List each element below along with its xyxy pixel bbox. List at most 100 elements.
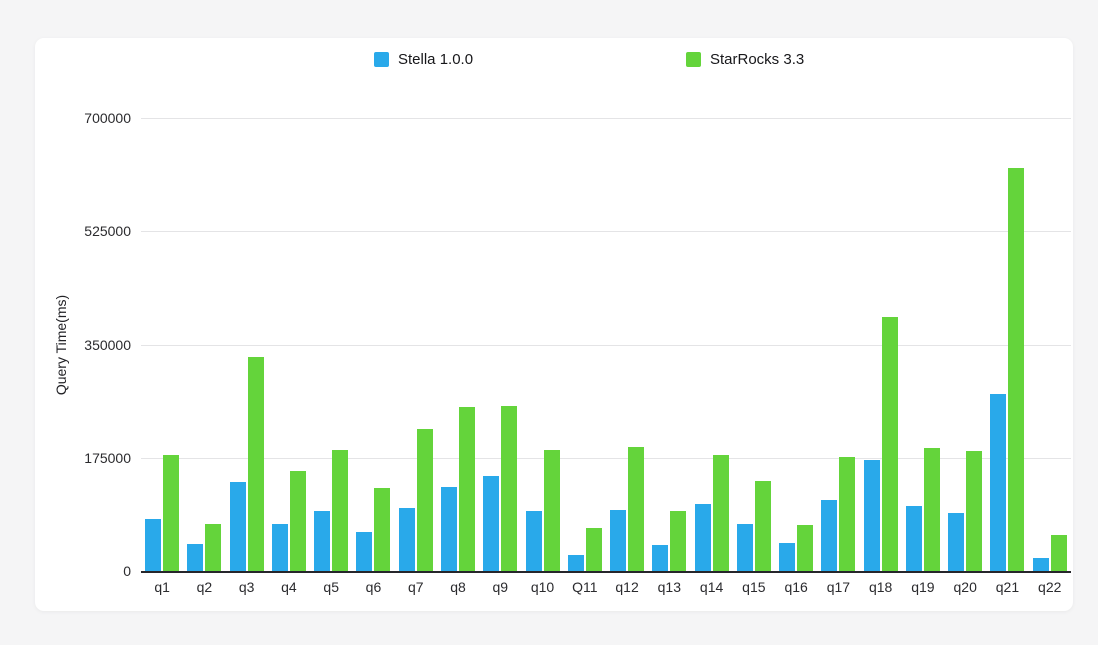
bar-starrocks-q9 — [501, 405, 518, 571]
bar-group-q19 — [905, 118, 940, 571]
bar-stella-q5 — [314, 511, 331, 571]
y-tick-label: 700000 — [84, 110, 131, 126]
bar-group-q6 — [356, 118, 391, 571]
y-tick-label: 0 — [123, 563, 131, 579]
bar-starrocks-q17 — [839, 457, 856, 571]
bar-starrocks-q8 — [458, 407, 475, 571]
bar-stella-q3 — [229, 481, 246, 571]
bar-starrocks-q15 — [754, 481, 771, 571]
bar-stella-q20 — [948, 513, 965, 571]
legend-label-stella: Stella 1.0.0 — [398, 51, 474, 68]
bar-starrocks-q7 — [416, 428, 433, 571]
bar-group-q22 — [1032, 118, 1067, 571]
bar-group-q5 — [314, 118, 349, 571]
x-tick-label-q22: q22 — [1038, 579, 1062, 595]
x-tick-label-q10: q10 — [530, 579, 555, 595]
x-tick-label-q14: q14 — [699, 579, 724, 595]
bar-stella-q4 — [271, 523, 288, 571]
bar-group-q21 — [990, 118, 1025, 571]
x-tick-label-q17: q17 — [826, 579, 851, 595]
bar-stella-Q11 — [567, 554, 584, 571]
x-tick-label-q21: q21 — [995, 579, 1020, 595]
chart-legend: Stella 1.0.0 StarRocks 3.3 — [35, 51, 1073, 75]
bar-starrocks-q22 — [1050, 535, 1067, 571]
bar-stella-q10 — [525, 511, 542, 571]
bar-group-q17 — [821, 118, 856, 571]
bar-starrocks-q16 — [797, 525, 814, 571]
x-axis-labels: q1 q2 q3 q4 q5 q6 q7 q8 q9 q10 Q11 q12 q13 q14 q15 q16 q… — [141, 579, 1071, 595]
bar-group-q4 — [271, 118, 306, 571]
bar-starrocks-q14 — [712, 455, 729, 571]
x-tick-label-q13: q13 — [657, 579, 681, 595]
bar-stella-q6 — [356, 531, 373, 571]
x-tick-label-q6: q6 — [365, 579, 382, 595]
bar-group-q8 — [440, 118, 475, 571]
bar-stella-q8 — [440, 486, 457, 571]
bar-group-q13 — [652, 118, 687, 571]
y-tick-label: 175000 — [84, 449, 131, 466]
bar-group-q9 — [483, 118, 518, 571]
bar-group-q12 — [610, 118, 645, 571]
x-tick-label-q3: q3 — [238, 579, 255, 595]
legend-swatch-stella — [374, 52, 389, 67]
x-tick-label-q9: q9 — [492, 579, 509, 595]
legend-item-stella: Stella 1.0.0 — [374, 51, 473, 68]
bar-starrocks-q10 — [543, 449, 560, 571]
x-tick-label-q20: q20 — [953, 579, 977, 595]
x-tick-label-q5: q5 — [323, 579, 339, 595]
bar-starrocks-q18 — [881, 317, 898, 571]
x-tick-label-q16: q16 — [784, 579, 808, 595]
bar-group-Q11 — [567, 118, 602, 571]
bar-stella-q16 — [779, 543, 796, 571]
bar-starrocks-q12 — [628, 447, 645, 571]
gridline — [141, 118, 1071, 119]
bar-group-q15 — [736, 118, 771, 571]
bar-starrocks-q21 — [1008, 168, 1025, 571]
legend-item-starrocks: StarRocks 3.3 — [686, 51, 804, 68]
bar-stella-q15 — [736, 524, 753, 571]
bar-stella-q9 — [483, 475, 500, 571]
bar-stella-q22 — [1032, 558, 1049, 571]
bar-group-q16 — [779, 118, 814, 571]
bar-starrocks-Q11 — [585, 528, 602, 571]
bar-group-q7 — [398, 118, 433, 571]
bar-stella-q13 — [652, 545, 669, 571]
bar-starrocks-q1 — [163, 454, 180, 571]
bar-stella-q18 — [863, 460, 880, 571]
bar-starrocks-q5 — [332, 449, 349, 571]
legend-label-starrocks: StarRocks 3.3 — [710, 51, 805, 68]
x-tick-label-q7: q7 — [407, 579, 424, 595]
x-tick-label-q12: q12 — [615, 579, 639, 595]
bar-starrocks-q20 — [966, 451, 983, 571]
bar-stella-q17 — [821, 499, 838, 571]
bar-group-q18 — [863, 118, 898, 571]
bar-stella-q7 — [398, 507, 415, 571]
bar-stella-q1 — [145, 519, 162, 571]
plot-area — [141, 118, 1071, 573]
bar-starrocks-q13 — [670, 511, 687, 571]
legend-swatch-starrocks — [686, 52, 701, 67]
gridline — [141, 231, 1071, 233]
bar-stella-q12 — [610, 509, 627, 571]
x-tick-label-q1: q1 — [154, 579, 170, 595]
bar-group-q14 — [694, 118, 729, 571]
gridline — [141, 457, 1071, 459]
x-tick-label-q19: q19 — [911, 579, 935, 595]
x-tick-label-q18: q18 — [868, 579, 893, 595]
bar-group-q1 — [145, 118, 180, 571]
bar-group-q2 — [187, 118, 222, 571]
y-tick-label: 525000 — [84, 223, 131, 240]
bar-starrocks-q3 — [247, 357, 264, 571]
x-tick-label-Q11: Q11 — [572, 579, 598, 595]
bar-starrocks-q6 — [374, 488, 391, 571]
bar-group-q3 — [229, 118, 264, 571]
y-axis-tick-labels: 0 175000 350000 525000 700000 — [35, 38, 131, 611]
x-tick-label-q4: q4 — [281, 579, 297, 595]
gridline — [141, 344, 1071, 346]
bar-group-q20 — [948, 118, 983, 571]
x-tick-label-q8: q8 — [450, 579, 466, 595]
bar-stella-q14 — [694, 504, 711, 571]
bar-group-q10 — [525, 118, 560, 571]
chart-card: Stella 1.0.0 StarRocks 3.3 Query Time(ms… — [35, 38, 1073, 611]
